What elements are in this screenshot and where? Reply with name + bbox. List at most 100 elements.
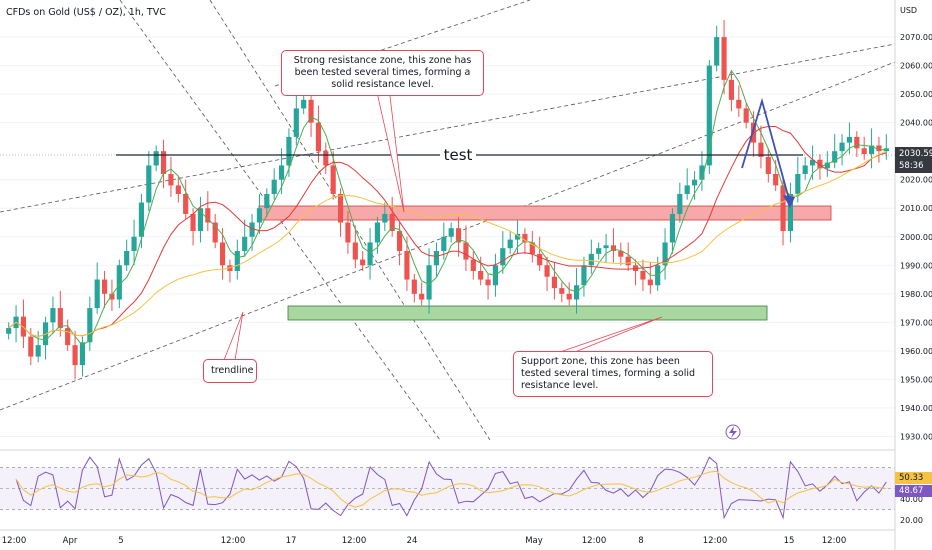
candle-body <box>876 145 882 152</box>
price-tick-label: 1970.00 <box>900 318 932 327</box>
candle-body <box>256 208 263 223</box>
price-tick-label: 1980.00 <box>900 290 932 299</box>
time-tick-label: 12:00 <box>342 536 367 546</box>
candle-body <box>603 245 609 249</box>
moving-averages <box>8 69 887 346</box>
test-label: test <box>444 146 473 164</box>
candle-body <box>758 142 764 157</box>
candle-body <box>647 279 653 286</box>
price-tick-label: 2040.00 <box>900 119 932 128</box>
time-axis[interactable]: 12:00 Apr 5 12:00 17 12:00 24 May 12:00 8 12:00 15 1… <box>0 529 895 546</box>
candle-body <box>669 213 676 243</box>
candle-body <box>249 222 255 237</box>
candle-body <box>153 151 159 166</box>
current-price-value: 2030.59 <box>899 149 932 159</box>
candle-body <box>374 222 381 243</box>
candle-body <box>596 248 602 254</box>
current-price-tag: 2030.59 58:36 <box>895 147 932 173</box>
candle-body <box>426 265 432 300</box>
price-tick-label: 1930.00 <box>900 432 932 441</box>
candle-body <box>286 136 292 166</box>
price-tick-label: 1940.00 <box>900 404 932 413</box>
projection-path[interactable] <box>741 97 791 204</box>
bar-countdown: 58:36 <box>899 161 924 171</box>
rsi-tick-label: 20.00 <box>900 516 923 525</box>
resistance-callout[interactable]: Strong resistance zone, this zone has be… <box>281 50 484 96</box>
channel-upper-line[interactable] <box>0 43 896 213</box>
candle-body <box>839 142 845 152</box>
candle-body <box>537 253 543 266</box>
trendline-callout[interactable]: trendline <box>203 359 257 383</box>
candle-body <box>868 145 875 155</box>
candle-body <box>190 213 196 232</box>
time-tick-label: 24 <box>407 536 418 546</box>
candle-body <box>278 165 285 180</box>
symbol-title[interactable]: CFDs on Gold (US$ / OZ), 1h, TVC <box>6 7 166 18</box>
candle-body <box>175 185 181 194</box>
time-tick-label: 8 <box>638 536 643 546</box>
candle-body <box>271 179 277 194</box>
ma-medium-line <box>8 126 887 338</box>
candle-body <box>168 174 174 186</box>
candle-body <box>773 174 779 186</box>
candle-body <box>802 165 808 175</box>
candle-body <box>396 231 403 252</box>
candle-body <box>212 222 218 243</box>
resistance-zone[interactable] <box>258 205 832 221</box>
candle-body <box>691 179 698 186</box>
candle-body <box>824 162 830 169</box>
time-tick-label: 12:00 <box>221 536 246 546</box>
candle-body <box>382 213 388 223</box>
rsi-ma-value-tag: 50.33 <box>895 472 932 484</box>
candle-body <box>360 259 366 266</box>
rsi-value-tag: 48.67 <box>895 485 932 497</box>
candle-body <box>65 328 71 346</box>
candle-body <box>352 242 358 260</box>
candle-body <box>677 193 683 214</box>
candle-body <box>795 174 801 194</box>
candle-body <box>131 236 137 252</box>
candle-body <box>551 276 558 289</box>
price-tick-label: 2070.00 <box>900 33 932 42</box>
candle-body <box>507 239 513 249</box>
lightning-icon[interactable] <box>725 424 741 440</box>
time-tick-label: 5 <box>118 536 123 546</box>
candle-body <box>205 208 211 223</box>
test-label-bg <box>440 145 476 163</box>
candle-body <box>706 65 712 166</box>
price-tick-label: 1950.00 <box>900 375 932 384</box>
candle-body <box>234 251 240 271</box>
candle-body <box>780 185 786 232</box>
rsi-tick-label: 40.00 <box>900 495 923 504</box>
candle-body <box>389 213 395 232</box>
candle-body <box>330 165 336 194</box>
candle-body <box>337 193 344 223</box>
time-tick-label: May <box>525 536 543 546</box>
candle-body <box>765 156 771 175</box>
candle-body <box>544 265 550 277</box>
candle-body <box>315 122 322 152</box>
candle-body <box>522 233 528 243</box>
support-zone[interactable] <box>287 305 768 321</box>
price-tick-label: 2060.00 <box>900 62 932 71</box>
price-tick-label: 1990.00 <box>900 261 932 270</box>
candle-body <box>721 37 727 80</box>
time-tick-label: 12:00 <box>582 536 607 546</box>
rsi-line <box>15 456 887 520</box>
candle-body <box>817 159 823 169</box>
candle-body <box>183 193 189 214</box>
candle-body <box>618 251 624 257</box>
time-tick-label: Apr <box>63 536 78 546</box>
candle-body <box>79 342 86 366</box>
candle-body <box>714 37 720 66</box>
candle-body <box>87 308 93 343</box>
price-axis[interactable]: 2070.00 2060.00 2050.00 2040.00 2020.00 2010.… <box>894 0 932 550</box>
support-callout[interactable]: Support zone, this zone has been tested … <box>513 351 713 397</box>
candle-body <box>227 265 233 271</box>
candle-body <box>809 159 816 166</box>
candle-body <box>57 308 63 329</box>
support-callout-pointer <box>559 316 663 353</box>
